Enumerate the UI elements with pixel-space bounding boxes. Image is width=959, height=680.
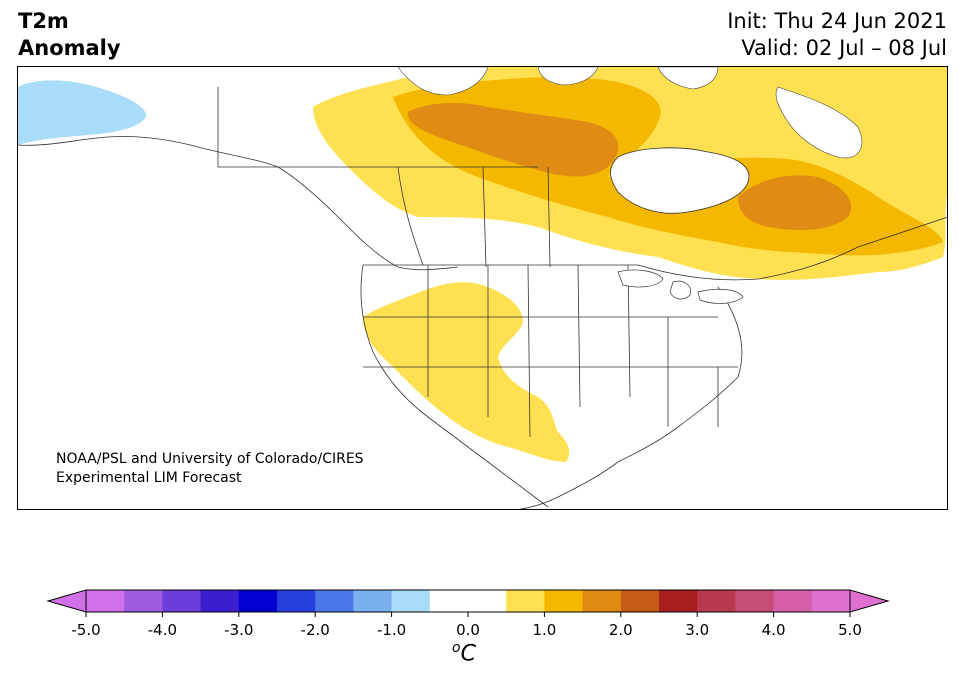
colorbar-tick-label: -1.0 (377, 621, 406, 639)
colorbar-tick-label: 5.0 (838, 621, 862, 639)
credit-line-1: NOAA/PSL and University of Colorado/CIRE… (56, 451, 364, 467)
colorbar-cell (811, 590, 851, 612)
title-block: T2m Anomaly (18, 8, 121, 62)
title-subtitle: Anomaly (18, 36, 121, 60)
map-panel: NOAA/PSL and University of Colorado/CIRE… (17, 66, 948, 510)
us-west-warm (363, 282, 570, 462)
credit-text: NOAA/PSL and University of Colorado/CIRE… (56, 450, 364, 488)
valid-range: Valid: 02 Jul – 08 Jul (741, 36, 947, 60)
colorbar-cell (86, 590, 125, 612)
colorbar-tick-label: 0.0 (456, 621, 480, 639)
colorbar-extend-low (46, 589, 87, 613)
borders (18, 87, 947, 509)
colorbar-tick-label: 2.0 (609, 621, 633, 639)
colorbar-cells (86, 590, 851, 612)
colorbar-cell (544, 590, 584, 612)
date-block: Init: Thu 24 Jun 2021 Valid: 02 Jul – 08… (727, 8, 947, 62)
unit-label: oC (452, 640, 476, 666)
colorbar-tick-label: -2.0 (301, 621, 330, 639)
colorbar-tick-label: -4.0 (148, 621, 177, 639)
colorbar-cell (353, 590, 393, 612)
colorbar-ticks: -5.0 -4.0 -3.0 -2.0 -1.0 0.0 1.0 2.0 3.0 4.0 5.0 (71, 612, 862, 639)
colorbar-cell (468, 590, 507, 612)
colorbar-cell (277, 590, 316, 612)
colorbar-cell (735, 590, 775, 612)
colorbar-extend-high (849, 589, 890, 613)
colorbar-cell (506, 590, 545, 612)
great-lakes (617, 269, 744, 304)
colorbar-cell (773, 590, 813, 612)
colorbar-cell (582, 590, 622, 612)
manitoba-core (407, 102, 619, 177)
arctic-islands (397, 67, 863, 159)
colorbar-cell (238, 590, 278, 612)
init-date: Init: Thu 24 Jun 2021 (727, 9, 947, 33)
colorbar-cell (124, 590, 163, 612)
colorbar-cell (162, 590, 202, 612)
anomaly-map (18, 67, 947, 509)
alaska-cool-region (18, 80, 147, 145)
colorbar-cell (315, 590, 354, 612)
credit-line-2: Experimental LIM Forecast (56, 470, 242, 486)
colorbar-tick-label: 3.0 (685, 621, 709, 639)
hudson-bay (610, 147, 750, 214)
colorbar-cell (659, 590, 698, 612)
colorbar-cell (620, 590, 660, 612)
colorbar-cell (200, 590, 240, 612)
unit-base: C (460, 641, 476, 667)
title-variable: T2m (18, 9, 69, 33)
unit-prefix: o (452, 640, 461, 656)
colorbar-tick-label: 1.0 (532, 621, 556, 639)
colorbar-tick-label: 4.0 (762, 621, 786, 639)
colorbar-cell (429, 590, 469, 612)
colorbar-cell (391, 590, 431, 612)
quebec-core (738, 175, 852, 231)
colorbar-cell (697, 590, 736, 612)
colorbar-tick-label: -3.0 (224, 621, 253, 639)
colorbar-tick-label: -5.0 (71, 621, 100, 639)
